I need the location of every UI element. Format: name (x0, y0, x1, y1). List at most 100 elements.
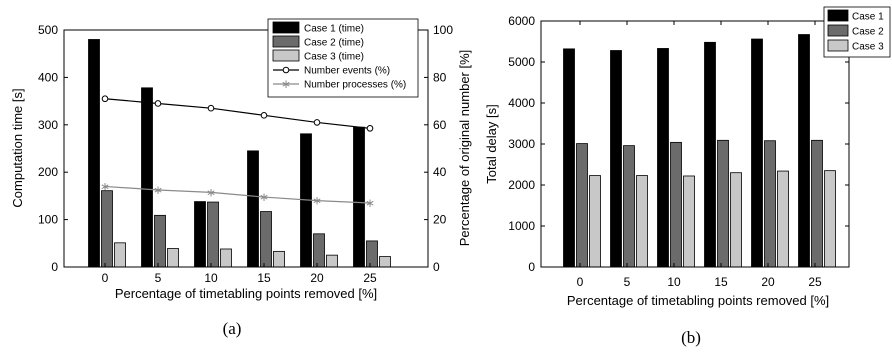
chart-b-x-tick-5: 25 (808, 275, 822, 289)
chart-a-y2-axis-label: Percentage of original number [%] (457, 50, 472, 247)
chart-a-y2-tick-4: 80 (433, 70, 447, 84)
chart-a-bar-3-1 (167, 248, 179, 268)
chart-a-bar-3-0 (114, 242, 126, 268)
chart-b-caption: (b) (681, 328, 701, 347)
chart-a-bar-2-3 (260, 211, 272, 268)
chart-a-point-4-0: ∗ (100, 179, 110, 193)
chart-b-bar-2-5 (811, 139, 823, 268)
chart-a-legend-label-1: Case 2 (time) (304, 38, 364, 49)
chart-a-point-3-0 (101, 95, 109, 103)
chart-a-legend-marker-4: ∗ (281, 77, 291, 91)
chart-a-bar-1-2 (194, 201, 206, 268)
chart-a-legend-label-3: Number events (%) (304, 66, 390, 77)
chart-a-point-4-5: ∗ (365, 196, 375, 210)
chart-a-x-tick-5: 25 (363, 271, 377, 285)
chart-a-y-tick-3: 300 (38, 118, 58, 132)
chart-a-bar-3-3 (273, 250, 285, 268)
chart-a-point-3-5 (366, 125, 374, 132)
chart-b-legend-swatch-0 (827, 9, 849, 22)
chart-b-bar-1-1 (610, 50, 622, 268)
chart-a-bar-1-3 (247, 150, 259, 268)
chart-b-y-tick-3: 3000 (508, 137, 535, 151)
chart-a-legend-label-2: Case 3 (time) (304, 52, 364, 63)
chart-b-legend-swatch-1 (827, 24, 849, 37)
chart-a-y-axis-label: Computation time [s] (10, 88, 25, 207)
chart-a-bar-1-0 (88, 39, 100, 268)
chart-b-marks (563, 34, 836, 268)
chart-a-bar-2-1 (154, 214, 166, 268)
chart-a-y2-ticks: 0 20 40 60 80 100 (424, 23, 453, 274)
chart-b-bar-2-2 (670, 141, 682, 268)
chart-a-marks: ∗ ∗ ∗ ∗ ∗ ∗ (88, 39, 391, 268)
chart-a-y-tick-0: 0 (51, 260, 58, 274)
chart-a-x-ticks: 0 5 10 15 20 25 (102, 263, 377, 285)
chart-a-legend-swatch-0 (272, 21, 300, 34)
chart-a-x-tick-3: 15 (257, 271, 271, 285)
chart-a-legend-swatch-1 (272, 35, 300, 48)
chart-a-point-4-1: ∗ (153, 183, 163, 197)
chart-b-legend: Case 1 Case 2 Case 3 (823, 6, 891, 58)
chart-a-x-tick-1: 5 (155, 271, 162, 285)
chart-b-x-tick-4: 20 (761, 275, 775, 289)
chart-a-point-3-4 (313, 119, 321, 126)
chart-a-bar-2-4 (313, 233, 325, 268)
chart-b-bar-3-1 (636, 175, 648, 268)
chart-a-point-4-2: ∗ (206, 185, 216, 199)
chart-a-y2-tick-1: 20 (433, 213, 447, 227)
chart-b-x-axis-label: Percentage of timetabling points removed… (567, 293, 829, 308)
chart-a-caption: (a) (223, 319, 242, 338)
chart-a-line-4 (104, 185, 371, 204)
chart-b-bar-1-0 (563, 48, 575, 268)
chart-b-legend-label-0: Case 1 (852, 12, 884, 23)
chart-a-bar-1-1 (141, 87, 153, 268)
chart-b-legend-swatch-2 (827, 39, 849, 52)
chart-b-bar-1-5 (798, 34, 810, 268)
chart-a-legend-label-4: Number processes (%) (304, 80, 406, 91)
chart-a-bar-2-2 (207, 201, 219, 268)
chart-b-bar-3-2 (683, 175, 695, 268)
chart-b-y-axis-label: Total delay [s] (484, 104, 499, 184)
chart-b-bar-3-3 (730, 172, 742, 268)
chart-a-x-axis-label: Percentage of timetabling points removed… (115, 286, 377, 301)
chart-b-x-tick-2: 10 (667, 275, 681, 289)
chart-b-y-tick-1: 1000 (508, 219, 535, 233)
chart-b-bar-2-1 (623, 145, 635, 268)
chart-b-y-tick-6: 6000 (508, 14, 535, 28)
chart-a-x-tick-0: 0 (102, 271, 109, 285)
chart-a-point-4-3: ∗ (259, 190, 269, 204)
chart-a-line-3 (104, 98, 371, 129)
chart-b: 0 1000 2000 3000 4000 5000 6000 0 5 10 15 20 25 Per… (484, 6, 891, 347)
chart-b-bar-3-0 (589, 175, 601, 268)
chart-b-x-tick-1: 5 (624, 275, 631, 289)
chart-a-legend-swatch-2 (272, 49, 300, 62)
chart-a-y-ticks: 0 100 200 300 400 500 (38, 23, 68, 274)
chart-a-bar-3-2 (220, 248, 232, 268)
chart-a-y2-tick-2: 40 (433, 165, 447, 179)
chart-b-bar-3-5 (824, 170, 836, 268)
chart-b-x-ticks: 0 5 10 15 20 25 (577, 21, 822, 289)
chart-a-y-tick-2: 200 (38, 165, 58, 179)
chart-b-bar-2-3 (717, 139, 729, 268)
chart-a-legend: Case 1 (time) Case 2 (time) Case 3 (time) N… (267, 18, 419, 98)
chart-b-y-ticks: 0 1000 2000 3000 4000 5000 6000 (508, 14, 849, 274)
chart-a-point-3-1 (154, 100, 162, 107)
chart-b-bar-2-4 (764, 140, 776, 268)
chart-a-bar-3-5 (379, 256, 391, 268)
chart-a-bar-2-0 (101, 190, 113, 268)
chart-a-bar-1-5 (353, 126, 365, 268)
chart-a-legend-marker-3 (282, 66, 290, 74)
chart-b-y-tick-0: 0 (528, 260, 535, 274)
chart-a-legend-label-0: Case 1 (time) (304, 24, 364, 35)
chart-a-y2-tick-0: 0 (433, 260, 440, 274)
chart-a-x-tick-4: 20 (310, 271, 324, 285)
chart-a-y-tick-1: 100 (38, 213, 58, 227)
chart-b-y-tick-4: 4000 (508, 96, 535, 110)
chart-b-y-tick-2: 2000 (508, 178, 535, 192)
chart-a: ∗ ∗ ∗ ∗ ∗ ∗ 0 100 200 300 400 500 0 20 40 60 80 100 0 5 1… (10, 18, 472, 338)
chart-a-y2-tick-5: 100 (433, 23, 453, 37)
chart-a-bar-3-4 (326, 254, 338, 268)
chart-b-bar-1-3 (704, 41, 716, 268)
chart-b-bar-2-0 (576, 143, 588, 268)
chart-b-y-tick-5: 5000 (508, 55, 535, 69)
